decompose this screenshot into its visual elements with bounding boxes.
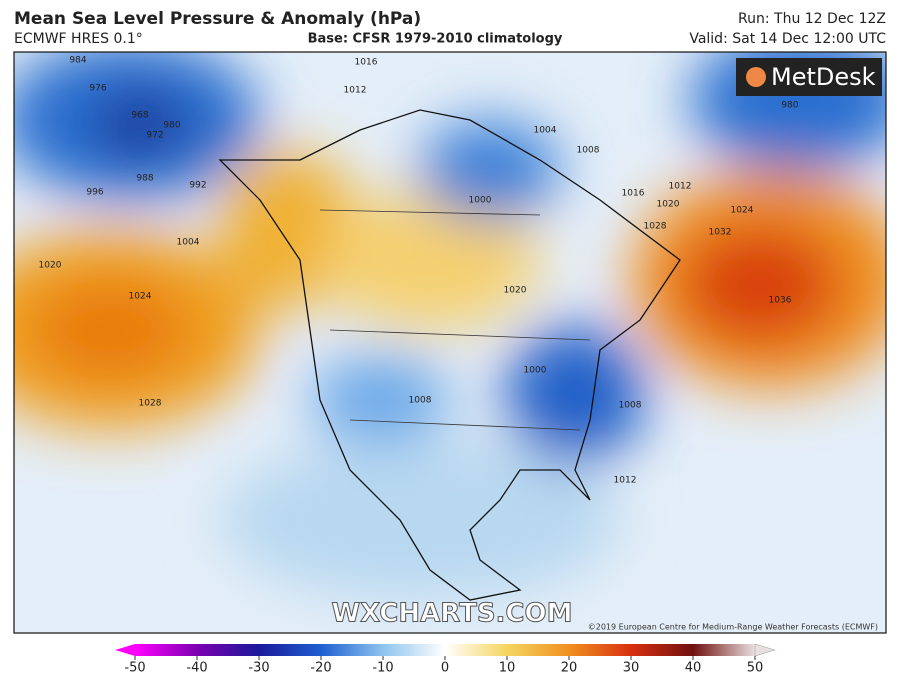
contour-label: 1020 xyxy=(504,286,527,296)
contour-label: 1032 xyxy=(709,228,732,238)
contour-label: 1036 xyxy=(769,296,792,306)
logo-icon xyxy=(746,67,766,87)
contour-label: 1012 xyxy=(344,86,367,96)
colorbar xyxy=(135,644,755,656)
contour-label: 1008 xyxy=(619,401,642,411)
colorbar-tick-label: 0 xyxy=(441,661,449,676)
contour-label: 992 xyxy=(189,181,206,191)
title: Mean Sea Level Pressure & Anomaly (hPa) xyxy=(14,9,421,29)
colorbar-tick-label: 50 xyxy=(747,661,764,676)
contour-label: 1024 xyxy=(731,206,754,216)
contour-label: 984 xyxy=(69,56,86,66)
contour-label: 1012 xyxy=(614,476,637,486)
borders xyxy=(319,209,591,431)
contour-label: 996 xyxy=(86,188,103,198)
contour-label: 1012 xyxy=(669,182,692,192)
colorbar-tick-label: -10 xyxy=(372,661,393,676)
contour-label: 1000 xyxy=(524,366,547,376)
colorbar-tick-label: 20 xyxy=(561,661,578,676)
contour-label: 1020 xyxy=(657,200,680,210)
contour-label: 1004 xyxy=(177,238,200,248)
run: Run: Thu 12 Dec 12Z xyxy=(738,11,886,27)
contour-label: 1004 xyxy=(534,126,557,136)
colorbar-tick-label: -30 xyxy=(248,661,269,676)
contour-label: 980 xyxy=(781,101,798,111)
colorbar-low-end xyxy=(115,644,135,656)
model: ECMWF HRES 0.1° xyxy=(14,31,143,47)
contour-label: 976 xyxy=(89,84,106,94)
contour-label: 1016 xyxy=(622,189,645,199)
contour-label: 1020 xyxy=(39,261,62,271)
colorbar-tick-label: -20 xyxy=(310,661,331,676)
contour-label: 1024 xyxy=(129,292,152,302)
contour-label: 1028 xyxy=(644,222,667,232)
contour-label: 972 xyxy=(146,131,163,141)
colorbar-high-end xyxy=(754,643,776,657)
colorbar-tick-label: 40 xyxy=(685,661,702,676)
watermark: WXCHARTS.COM xyxy=(331,599,572,629)
coastline xyxy=(218,109,681,601)
contour-label: 980 xyxy=(163,121,180,131)
contour-label: 1008 xyxy=(577,146,600,156)
colorbar-tick-label: -50 xyxy=(124,661,145,676)
contour-label: 968 xyxy=(131,111,148,121)
contour-label: 1008 xyxy=(409,396,432,406)
contour-label: 988 xyxy=(136,174,153,184)
contour-label: 1000 xyxy=(469,196,492,206)
logo: MetDesk xyxy=(771,63,876,91)
contour-label: 1016 xyxy=(355,58,378,68)
map-frame xyxy=(13,51,887,634)
colorbar-tick-label: 30 xyxy=(623,661,640,676)
copyright: ©2019 European Centre for Medium-Range W… xyxy=(588,623,878,632)
colorbar-tick-label: -40 xyxy=(186,661,207,676)
map: 9849769689729809889969921004102010241028… xyxy=(14,52,886,633)
contour-label: 1028 xyxy=(139,399,162,409)
colorbar-tick-label: 10 xyxy=(499,661,516,676)
valid: Valid: Sat 14 Dec 12:00 UTC xyxy=(689,31,886,47)
base: Base: CFSR 1979-2010 climatology xyxy=(308,32,563,47)
